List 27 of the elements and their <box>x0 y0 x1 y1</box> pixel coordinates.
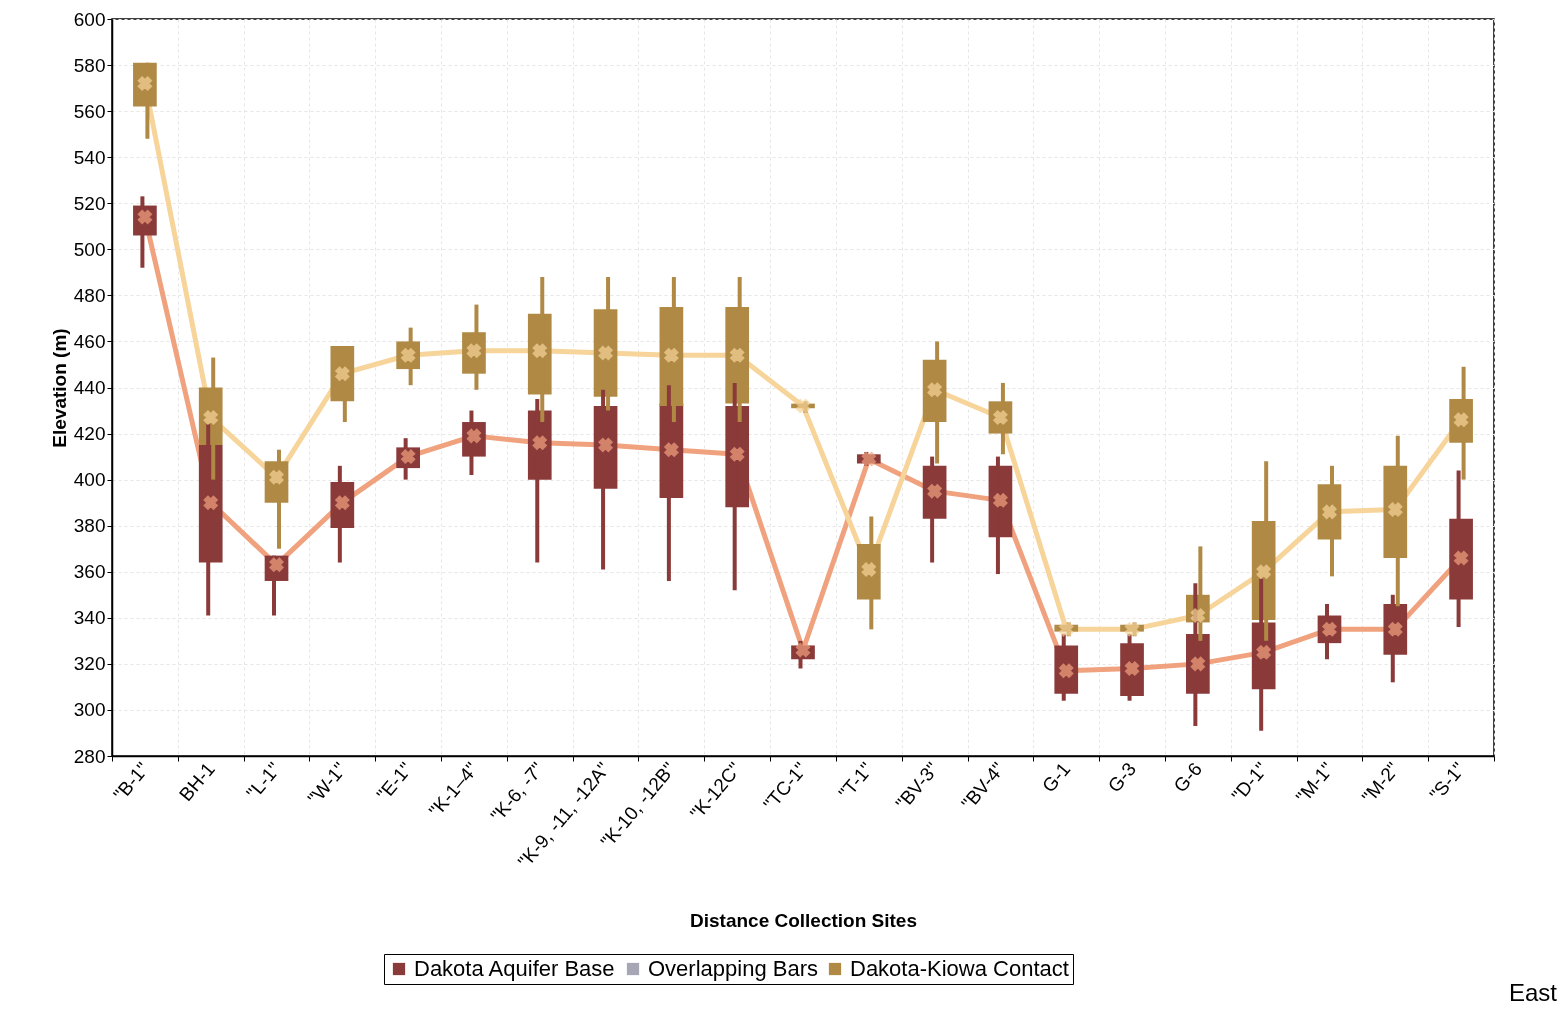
y-tick-label: 520 <box>73 192 106 214</box>
x-tick-label: G-1 <box>1037 758 1075 797</box>
y-tick-label: 280 <box>73 745 106 767</box>
x-tick-label: G-6 <box>1169 758 1207 797</box>
y-tick-label: 360 <box>73 561 106 583</box>
y-tick-label: 320 <box>73 653 106 675</box>
x-tick-label: G-3 <box>1103 758 1141 797</box>
x-tick-label: "K-6, -7" <box>486 758 548 826</box>
y-tick-label: 540 <box>73 146 106 168</box>
y-tick-label: 380 <box>73 515 106 537</box>
y-tick-label: 400 <box>73 469 106 491</box>
y-tick-label: 580 <box>73 54 106 76</box>
y-tick-label: 600 <box>73 8 106 30</box>
y-tick-label: 440 <box>73 377 106 398</box>
y-tick-label: 300 <box>73 699 106 721</box>
legend-label: Dakota-Kiowa Contact <box>850 956 1069 981</box>
legend-label: Overlapping Bars <box>648 956 818 981</box>
y-tick-label: 560 <box>73 100 106 122</box>
y-tick-label: 500 <box>73 238 106 260</box>
x-axis-title: Distance Collection Sites <box>689 909 918 931</box>
text: East <box>1508 979 1557 1007</box>
y-tick-label: 420 <box>73 423 106 445</box>
y-tick-label: 460 <box>73 330 106 352</box>
legend-label: Dakota Aquifer Base <box>414 956 615 981</box>
y-axis-title: Elevation (m) <box>48 328 70 448</box>
y-tick-label: 340 <box>73 607 106 629</box>
y-tick-label: 480 <box>73 284 106 306</box>
